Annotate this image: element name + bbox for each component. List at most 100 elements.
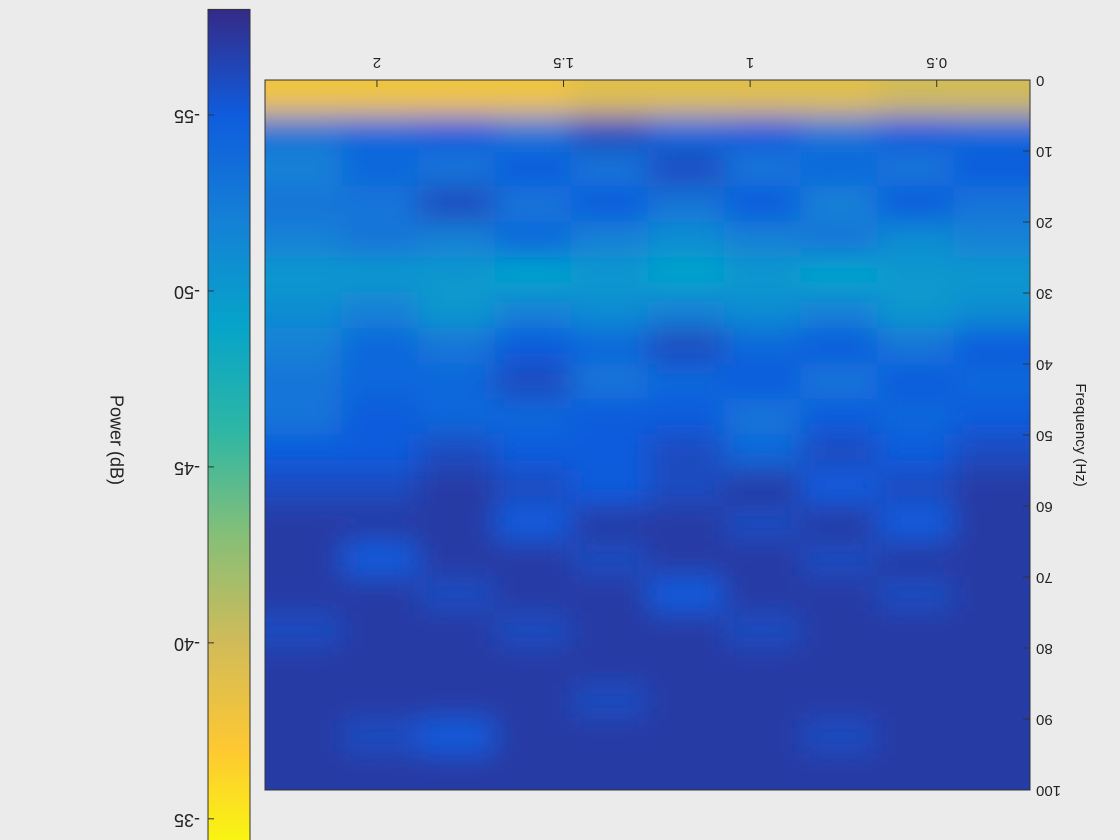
heatmap-cell <box>265 612 342 648</box>
heatmap-cell <box>570 434 648 471</box>
heatmap-cell <box>417 612 495 648</box>
heatmap-cell <box>265 150 342 187</box>
heatmap-cell <box>876 150 954 187</box>
heatmap-cell <box>570 292 648 329</box>
heatmap-cell <box>647 470 724 506</box>
heatmap-cell <box>265 399 342 435</box>
heatmap-cell <box>800 576 877 613</box>
heatmap-cell <box>265 80 342 116</box>
heatmap-cell <box>494 683 571 719</box>
heatmap-cell <box>953 718 1030 755</box>
heatmap-cell <box>953 292 1030 329</box>
heatmap-cell <box>723 150 801 187</box>
y-tick-label: 90 <box>1036 711 1053 728</box>
heatmap-cell <box>800 541 877 577</box>
heatmap-cell <box>417 399 495 435</box>
heatmap-cell <box>341 576 418 613</box>
heatmap-cell <box>723 434 801 471</box>
heatmap-cell <box>953 363 1030 400</box>
heatmap-cell <box>265 541 342 577</box>
heatmap-cell <box>341 80 418 116</box>
heatmap-cell <box>341 541 418 577</box>
heatmap-cell <box>723 363 801 400</box>
y-tick-label: 40 <box>1036 356 1053 373</box>
heatmap-cell <box>876 505 954 542</box>
heatmap-cell <box>800 186 877 222</box>
heatmap-cell <box>953 612 1030 648</box>
heatmap-cell <box>647 754 724 790</box>
heatmap-cell <box>417 434 495 471</box>
heatmap-cell <box>265 683 342 719</box>
heatmap-cell <box>341 150 418 187</box>
heatmap-cell <box>876 399 954 435</box>
heatmap-cell <box>265 363 342 400</box>
heatmap-cell <box>953 186 1030 222</box>
colorbar-tick-label: -50 <box>174 282 200 302</box>
heatmap-cell <box>341 399 418 435</box>
heatmap-cell <box>953 221 1030 258</box>
heatmap-cell <box>800 328 877 364</box>
rotated-view: Frequency (Hz) Power (dB) 0 10 20 30 40 50 60 7… <box>106 8 1089 840</box>
heatmap-cell <box>265 576 342 613</box>
heatmap-cell <box>723 754 801 790</box>
heatmap-cell <box>647 221 724 258</box>
heatmap-cell <box>876 718 954 755</box>
heatmap-cell <box>494 257 571 293</box>
y-tick-label: 70 <box>1036 569 1053 586</box>
heatmap-cell <box>876 470 954 506</box>
heatmap-cell <box>341 505 418 542</box>
heatmap-cell <box>876 186 954 222</box>
x-tick-label: 2 <box>373 54 381 71</box>
y-tick-label: 0 <box>1036 72 1044 89</box>
heatmap-cell <box>647 576 724 613</box>
heatmap-cell <box>800 115 877 151</box>
heatmap-cell <box>570 328 648 364</box>
heatmap-cell <box>341 257 418 293</box>
heatmap-cell <box>647 612 724 648</box>
heatmap-cell <box>723 328 801 364</box>
heatmap-cell <box>723 257 801 293</box>
y-tick-label: 30 <box>1036 285 1053 302</box>
y-tick-label: 100 <box>1036 782 1061 799</box>
heatmap-cell <box>570 576 648 613</box>
heatmap-cell <box>341 363 418 400</box>
heatmap-cell <box>341 612 418 648</box>
heatmap-cell <box>417 292 495 329</box>
heatmap-cell <box>953 115 1030 151</box>
heatmap-cell <box>876 115 954 151</box>
heatmap-cell <box>494 470 571 506</box>
heatmap-cell <box>341 115 418 151</box>
heatmap-cell <box>265 470 342 506</box>
heatmap-cell <box>494 754 571 790</box>
heatmap-cell <box>570 505 648 542</box>
heatmap-cell <box>800 150 877 187</box>
heatmap-cell <box>647 80 724 116</box>
heatmap-cell <box>570 363 648 400</box>
heatmap-cell <box>570 754 648 790</box>
heatmap-cell <box>341 470 418 506</box>
heatmap-cell <box>417 257 495 293</box>
colorbar-title: Power (dB) <box>106 395 126 485</box>
heatmap-cell <box>800 363 877 400</box>
x-tick-label: 0.5 <box>926 54 947 71</box>
heatmap-cell <box>265 257 342 293</box>
heatmap-cell <box>876 612 954 648</box>
heatmap-cell <box>800 647 877 684</box>
x-tick-label: 1.5 <box>553 54 574 71</box>
heatmap-cell <box>265 115 342 151</box>
heatmap-cell <box>953 150 1030 187</box>
heatmap-cell <box>800 612 877 648</box>
heatmap-cell <box>417 754 495 790</box>
heatmap-cell <box>265 647 342 684</box>
heatmap-cell <box>647 150 724 187</box>
heatmap-cell <box>265 434 342 471</box>
heatmap-cell <box>953 257 1030 293</box>
heatmap-cell <box>341 221 418 258</box>
heatmap-cell <box>647 399 724 435</box>
heatmap-cell <box>876 541 954 577</box>
heatmap-cell <box>417 647 495 684</box>
heatmap-cell <box>417 718 495 755</box>
heatmap-cell <box>570 186 648 222</box>
heatmap-cell <box>647 647 724 684</box>
